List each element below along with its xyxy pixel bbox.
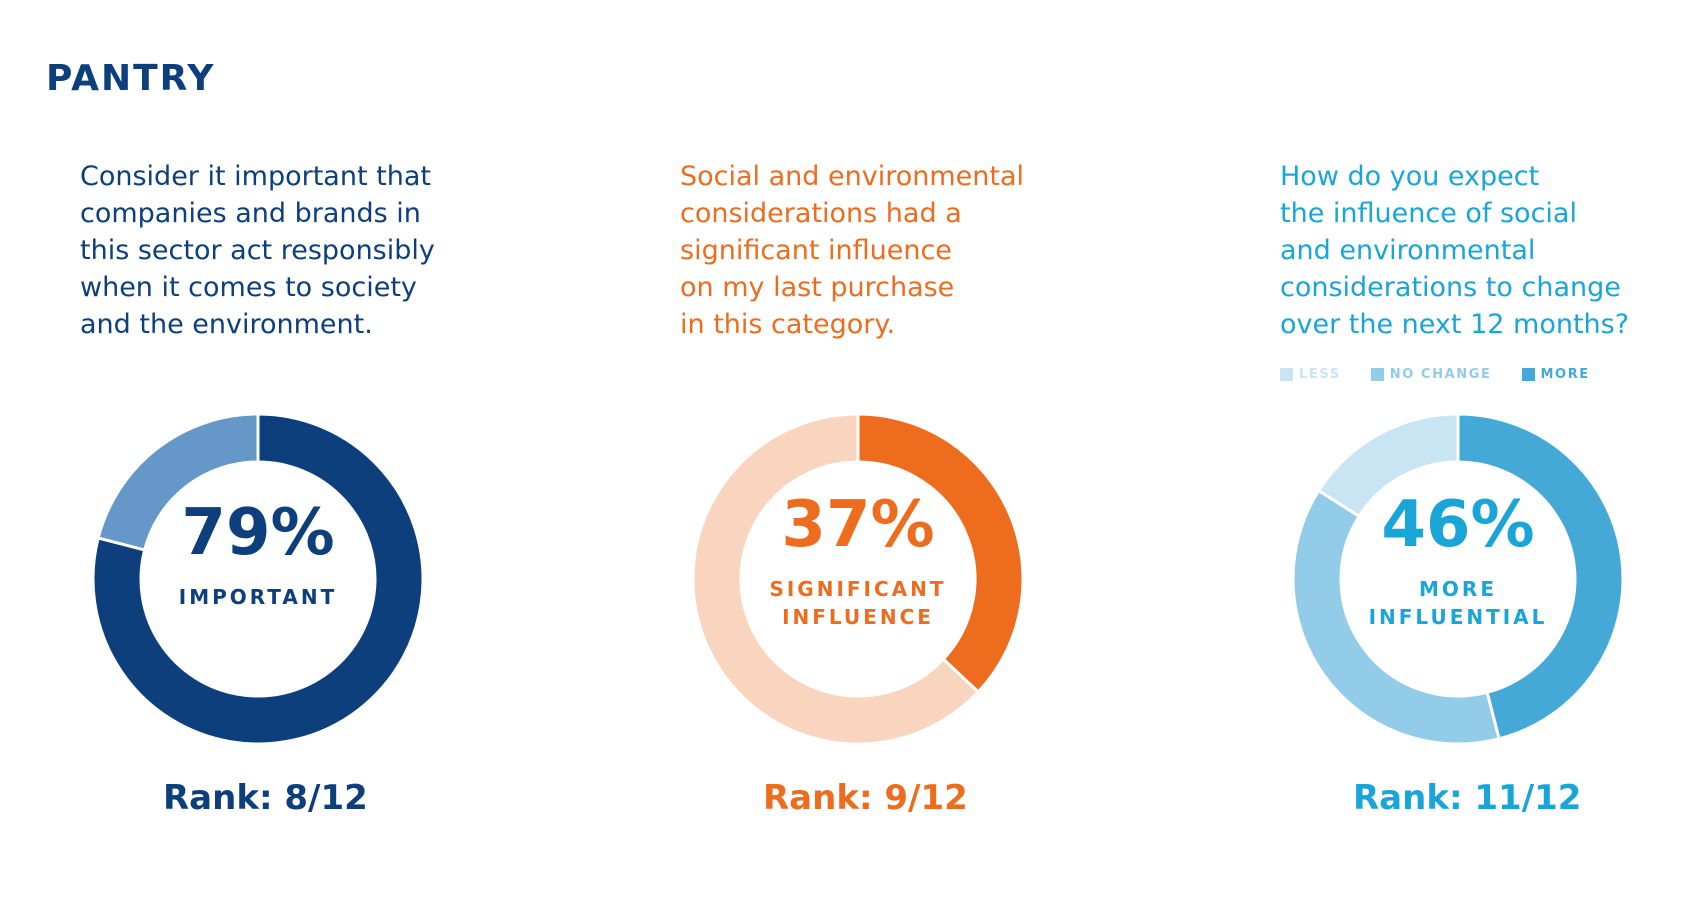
question-line: and the environment. <box>80 309 373 340</box>
donut-slice <box>1456 414 1623 741</box>
rank-label: Rank: 11/12 <box>1353 778 1582 818</box>
question-line: Consider it important that <box>80 161 431 192</box>
legend-swatch <box>1370 368 1384 381</box>
legend-swatch <box>1521 368 1535 381</box>
legend-label: MORE <box>1540 367 1590 382</box>
legend-swatch <box>1280 368 1293 381</box>
question-line: when it comes to society <box>80 272 417 303</box>
center-value: 79% <box>181 496 334 570</box>
donut-slice <box>1293 488 1501 744</box>
center-value: 46% <box>1381 488 1534 562</box>
donut-slice <box>93 414 423 744</box>
chart-panel-significant-influence: Social and environmental considerations … <box>680 0 1100 900</box>
question-text: How do you expect the influence of socia… <box>1280 158 1690 343</box>
chart-legend: LESS NO CHANGE MORE <box>1280 367 1590 382</box>
center-label: INFLUENCE <box>782 605 934 629</box>
donut-chart: 37% SIGNIFICANT INFLUENCE <box>693 414 1023 744</box>
donut-slice <box>96 414 260 552</box>
rank-label: Rank: 8/12 <box>163 778 368 818</box>
donut-slice <box>856 414 1023 695</box>
legend-item-less: LESS <box>1280 367 1341 382</box>
center-label: INFLUENTIAL <box>1369 605 1548 629</box>
chart-panel-more-influential: How do you expect the influence of socia… <box>1280 0 1690 900</box>
question-text: Consider it important that companies and… <box>80 158 500 343</box>
donut-chart: 79% IMPORTANT <box>93 414 423 744</box>
center-label: IMPORTANT <box>179 585 337 609</box>
question-line: the influence of social <box>1280 198 1577 229</box>
legend-item-no-change: NO CHANGE <box>1370 367 1492 382</box>
question-line: significant influence <box>680 235 952 266</box>
question-line: companies and brands in <box>80 198 421 229</box>
donut-chart: 46% MORE INFLUENTIAL <box>1293 414 1623 744</box>
chart-panel-important: Consider it important that companies and… <box>80 0 500 900</box>
donut-slice <box>693 414 981 744</box>
page-title: PANTRY <box>46 58 216 99</box>
question-line: over the next 12 months? <box>1280 309 1630 340</box>
question-line: and environmental <box>1280 235 1536 266</box>
donut-slice <box>1316 414 1460 519</box>
question-line: How do you expect <box>1280 161 1540 192</box>
rank-label: Rank: 9/12 <box>763 778 968 818</box>
question-line: in this category. <box>680 309 896 340</box>
question-line: considerations to change <box>1280 272 1621 303</box>
center-label: MORE <box>1419 577 1497 601</box>
legend-item-more: MORE <box>1521 367 1590 382</box>
legend-label: LESS <box>1299 367 1341 382</box>
question-line: considerations had a <box>680 198 962 229</box>
question-line: on my last purchase <box>680 272 955 303</box>
legend-label: NO CHANGE <box>1389 367 1492 382</box>
center-label: SIGNIFICANT <box>769 577 946 601</box>
question-line: Social and environmental <box>680 161 1025 192</box>
question-line: this sector act responsibly <box>80 235 435 266</box>
center-value: 37% <box>781 488 934 562</box>
question-text: Social and environmental considerations … <box>680 158 1100 343</box>
